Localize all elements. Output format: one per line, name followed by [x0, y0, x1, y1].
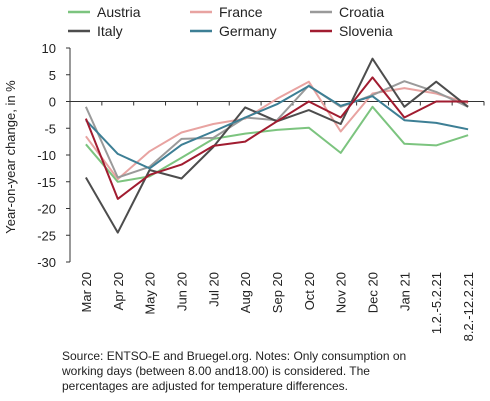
x-tick-label: 1.2.-5.2.21 — [429, 272, 444, 334]
series-line-germany — [85, 85, 469, 170]
legend-label-croatia: Croatia — [339, 4, 384, 20]
y-tick-label: 10 — [42, 41, 56, 56]
x-tick-label: Apr 20 — [111, 272, 126, 310]
legend-label-france: France — [219, 4, 263, 20]
legend-label-germany: Germany — [219, 23, 277, 39]
source-note-line-2: working days (between 8.00 and18.00) is … — [62, 364, 370, 378]
x-tick-label: Jan 21 — [397, 272, 412, 311]
legend-label-austria: Austria — [97, 4, 141, 20]
series-line-austria — [85, 105, 469, 183]
series-line-italy — [85, 57, 469, 234]
axes — [69, 48, 484, 262]
y-tick-label: -20 — [37, 202, 56, 217]
series-line-france — [85, 80, 469, 181]
y-tick-label: -10 — [37, 148, 56, 163]
source-note-line-1: Source: ENTSO-E and Bruegel.org. Notes: … — [62, 349, 407, 363]
source-note-line-3: percentages are adjusted for temperature… — [62, 379, 348, 393]
y-tick-label: 5 — [49, 68, 56, 83]
x-tick-label: Jun 20 — [174, 272, 189, 311]
x-tick-label: Mar 20 — [79, 272, 94, 312]
y-tick-label: -5 — [44, 121, 56, 136]
y-axis-ticks: 10 5 0 -5 -10 -15 -20 -25 -30 — [37, 41, 70, 270]
y-tick-label: -30 — [37, 255, 56, 270]
y-axis-label: Year-on-year change, in % — [3, 80, 18, 234]
x-tick-label: Aug 20 — [238, 272, 253, 313]
x-axis-ticks: Mar 20 Apr 20 May 20 Jun 20 Jul 20 Aug 20 Sep … — [69, 101, 485, 341]
y-tick-label: -15 — [37, 175, 56, 190]
y-tick-label: 0 — [49, 95, 56, 110]
x-tick-label: Dec 20 — [366, 272, 381, 313]
series-lines — [84, 57, 469, 234]
legend-label-italy: Italy — [97, 23, 123, 39]
x-tick-label: Nov 20 — [334, 272, 349, 313]
x-tick-label: May 20 — [143, 272, 158, 315]
legend-label-slovenia: Slovenia — [339, 23, 393, 39]
legend: Austria France Croatia Italy Germany Slovenia — [68, 4, 393, 39]
y-tick-label: -25 — [37, 228, 56, 243]
source-note: Source: ENTSO-E and Bruegel.org. Notes: … — [62, 349, 482, 394]
x-tick-label: Oct 20 — [302, 272, 317, 310]
x-tick-label: Jul 20 — [206, 272, 221, 307]
series-line-slovenia — [84, 76, 469, 200]
x-tick-label: 8.2.-12.2.21 — [461, 272, 476, 341]
x-tick-label: Sep 20 — [270, 272, 285, 313]
